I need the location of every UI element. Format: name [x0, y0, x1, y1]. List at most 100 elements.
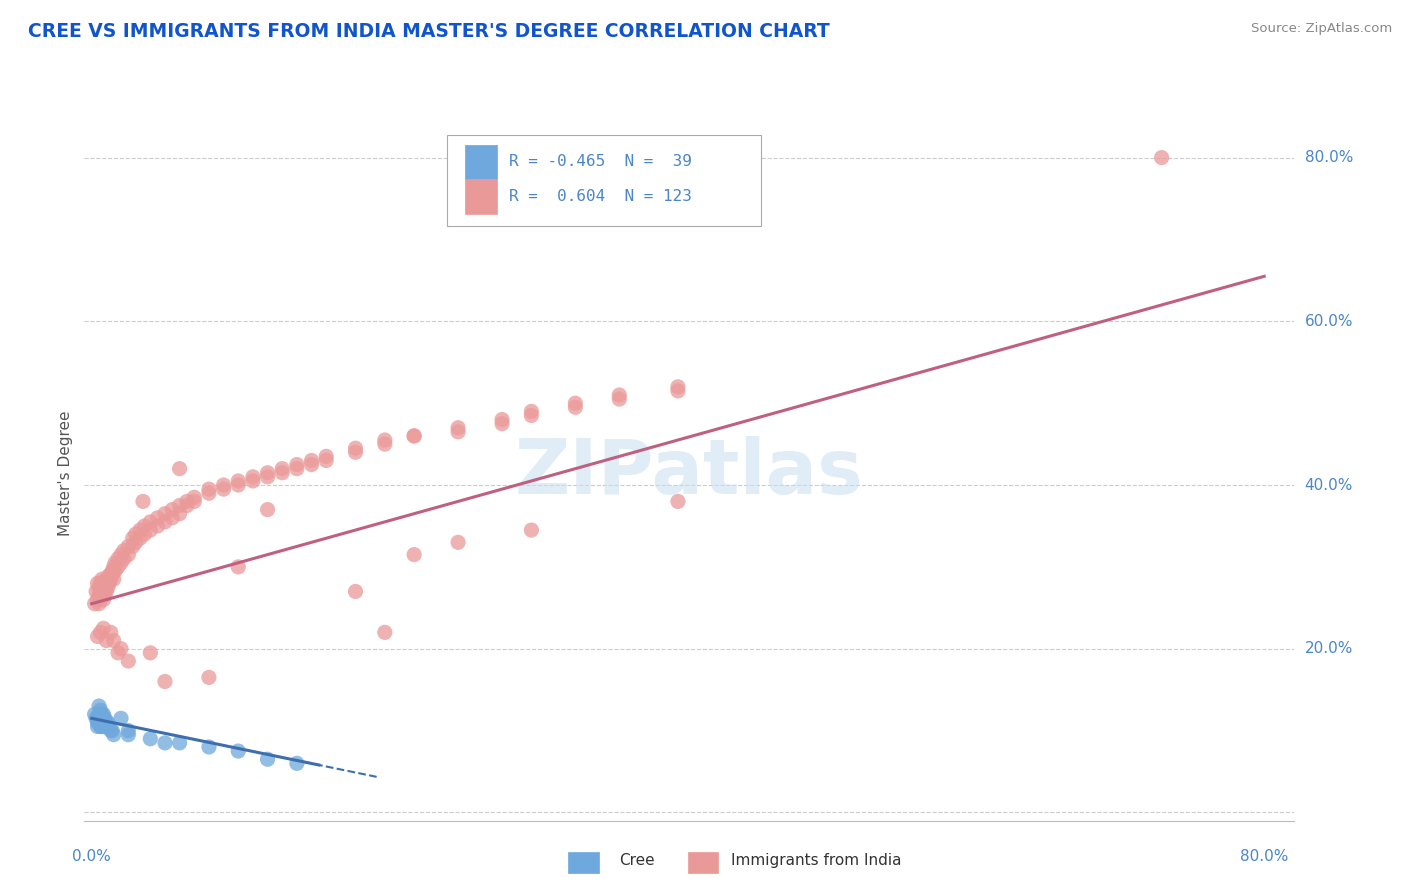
Point — [404, 429, 426, 443]
Point — [256, 502, 278, 516]
Point — [103, 564, 125, 578]
Point — [198, 739, 221, 754]
Point — [98, 719, 121, 733]
Point — [93, 621, 115, 635]
Point — [139, 523, 162, 537]
Point — [89, 703, 111, 717]
Point — [83, 597, 105, 611]
Point — [447, 421, 470, 435]
Point — [91, 580, 114, 594]
Point — [110, 556, 132, 570]
Point — [134, 527, 156, 541]
FancyBboxPatch shape — [465, 179, 496, 213]
Point — [89, 711, 111, 725]
Point — [121, 531, 143, 545]
Point — [91, 715, 114, 730]
FancyBboxPatch shape — [465, 145, 496, 178]
Point — [153, 674, 176, 689]
Point — [169, 507, 191, 521]
Point — [87, 589, 110, 603]
Point — [374, 437, 396, 451]
Point — [84, 711, 107, 725]
Point — [94, 719, 117, 733]
Point — [110, 641, 132, 656]
Point — [100, 723, 122, 738]
Point — [226, 478, 249, 492]
Point — [374, 433, 396, 447]
Text: 40.0%: 40.0% — [1305, 477, 1353, 492]
Point — [98, 568, 121, 582]
Text: 0.0%: 0.0% — [72, 849, 111, 864]
Point — [139, 515, 162, 529]
Point — [285, 458, 308, 472]
Point — [226, 560, 249, 574]
Text: 80.0%: 80.0% — [1305, 150, 1353, 165]
Text: Source: ZipAtlas.com: Source: ZipAtlas.com — [1251, 22, 1392, 36]
Point — [103, 560, 125, 574]
Point — [83, 707, 105, 722]
Point — [169, 736, 191, 750]
Point — [212, 478, 235, 492]
Point — [226, 744, 249, 758]
Point — [491, 412, 513, 426]
Point — [301, 458, 323, 472]
Point — [256, 470, 278, 484]
Point — [153, 736, 176, 750]
Point — [101, 568, 124, 582]
Point — [86, 576, 108, 591]
Point — [520, 409, 543, 423]
Point — [97, 572, 120, 586]
Point — [110, 548, 132, 562]
Point — [94, 580, 117, 594]
Point — [91, 711, 114, 725]
Point — [564, 401, 586, 415]
Point — [271, 466, 294, 480]
Point — [117, 723, 139, 738]
Point — [103, 728, 125, 742]
Text: R = -0.465  N =  39: R = -0.465 N = 39 — [509, 154, 692, 169]
Point — [94, 589, 117, 603]
Text: CREE VS IMMIGRANTS FROM INDIA MASTER'S DEGREE CORRELATION CHART: CREE VS IMMIGRANTS FROM INDIA MASTER'S D… — [28, 22, 830, 41]
Point — [86, 719, 108, 733]
Text: ZIPatlas: ZIPatlas — [515, 436, 863, 509]
Point — [169, 499, 191, 513]
Point — [256, 466, 278, 480]
Point — [124, 527, 146, 541]
Point — [139, 731, 162, 746]
Point — [146, 510, 169, 524]
Point — [100, 625, 122, 640]
Point — [344, 441, 367, 455]
Point — [104, 556, 127, 570]
Point — [93, 707, 115, 722]
Point — [89, 625, 111, 640]
Point — [117, 540, 139, 554]
Point — [146, 519, 169, 533]
Point — [129, 523, 152, 537]
Point — [91, 584, 114, 599]
Point — [87, 580, 110, 594]
Point — [107, 560, 129, 574]
Point — [520, 523, 543, 537]
Point — [447, 425, 470, 439]
Point — [176, 494, 198, 508]
Point — [89, 589, 111, 603]
Point — [101, 564, 124, 578]
Point — [315, 453, 337, 467]
Point — [134, 519, 156, 533]
Point — [94, 711, 117, 725]
Point — [183, 491, 205, 505]
Point — [129, 531, 152, 545]
Point — [491, 417, 513, 431]
Point — [404, 429, 426, 443]
Point — [101, 723, 124, 738]
Point — [86, 592, 108, 607]
Point — [103, 633, 125, 648]
Point — [93, 580, 115, 594]
Point — [94, 715, 117, 730]
Point — [153, 515, 176, 529]
Point — [132, 494, 155, 508]
Point — [87, 711, 110, 725]
Point — [198, 670, 221, 684]
Point — [198, 482, 221, 496]
Point — [104, 564, 127, 578]
